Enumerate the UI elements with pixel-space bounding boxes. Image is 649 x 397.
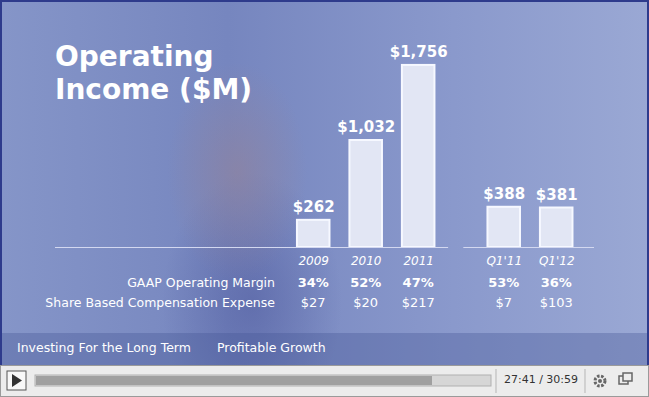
svg-text:$1,032: $1,032 <box>337 118 395 136</box>
html-text:34%: 34% <box>297 275 329 290</box>
html-text:Share Based Compensation Expen: Share Based Compensation Expense <box>45 295 275 310</box>
svg-text:Q1'11: Q1'11 <box>486 254 522 268</box>
svg-text:2010: 2010 <box>351 254 382 268</box>
svg-text:Q1'12: Q1'12 <box>539 254 575 268</box>
svg-text:$381: $381 <box>536 186 578 204</box>
html-text:$103: $103 <box>539 295 573 310</box>
html-text:$20: $20 <box>353 295 379 310</box>
svg-text:$388: $388 <box>483 185 525 203</box>
html-text:52%: 52% <box>350 275 382 290</box>
svg-text:$1,756: $1,756 <box>390 43 448 61</box>
html-text:Operating Income ($M): Operating Income ($M) <box>55 40 252 106</box>
html-text:GAAP Operating Margin: GAAP Operating Margin <box>127 275 275 290</box>
svg-text:2011: 2011 <box>403 254 434 268</box>
html-text:27:41 / 30:59: 27:41 / 30:59 <box>503 373 578 386</box>
html-text:36%: 36% <box>540 275 572 290</box>
svg-text:$262: $262 <box>293 198 335 216</box>
html-text:53%: 53% <box>488 275 520 290</box>
svg-text:2009: 2009 <box>298 254 329 268</box>
html-text:Investing For the Long Term: Investing For the Long Term <box>17 340 191 355</box>
html-text:$217: $217 <box>401 295 435 310</box>
html-text:$7: $7 <box>495 295 512 310</box>
html-text:$27: $27 <box>300 295 326 310</box>
html-text:Profitable Growth: Profitable Growth <box>217 340 326 355</box>
html-text:47%: 47% <box>402 275 434 290</box>
